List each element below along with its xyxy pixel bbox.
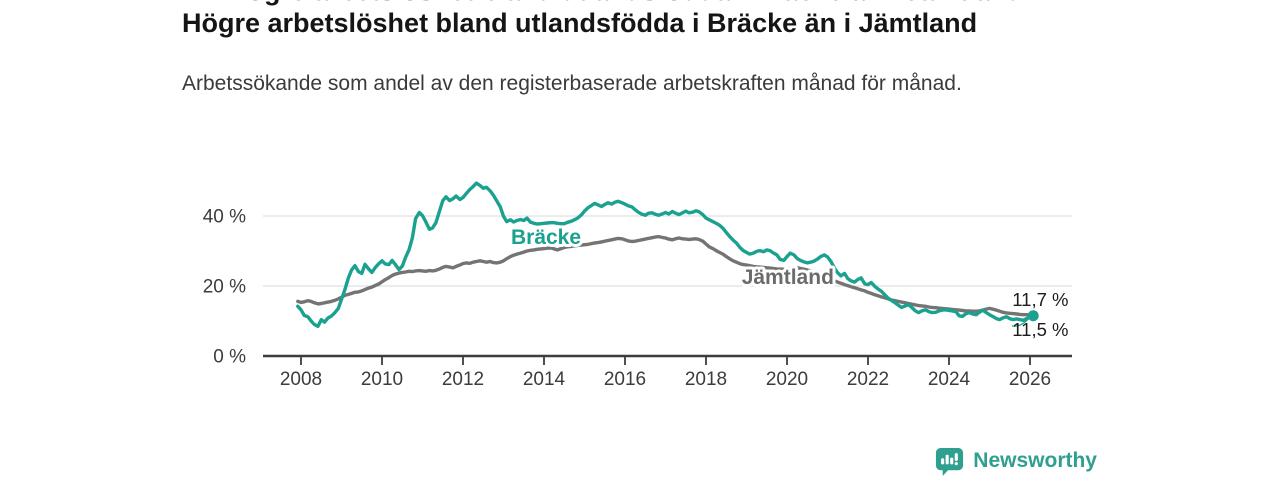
- x-axis-tick-label: 2018: [685, 369, 727, 390]
- series-line-jämtland: [296, 234, 1035, 317]
- newsworthy-logo[interactable]: Newsworthy: [934, 444, 1097, 478]
- x-axis-tick-label: 2010: [361, 369, 403, 390]
- x-axis-tick-label: 2014: [523, 369, 566, 390]
- newsworthy-logo-icon: [936, 447, 964, 476]
- latest-value-label-jämtland: 11,7 %: [1012, 289, 1068, 310]
- x-axis-tick-label: 2016: [604, 369, 646, 390]
- x-axis-tick-label: 2026: [1009, 369, 1051, 390]
- x-axis-tick-label: 2020: [766, 369, 808, 390]
- x-axis-tick-label: 2008: [280, 369, 322, 390]
- series-label-jämtland: Jämtland: [742, 266, 834, 289]
- y-axis-tick-label: 40 %: [203, 207, 246, 228]
- series-end-dot-bräcke: [1027, 310, 1039, 322]
- cropped-headline-above: Högre arbetslöshet bland utlandsfödda i …: [228, 0, 1023, 5]
- x-axis-tick-label: 2012: [442, 369, 484, 390]
- x-axis-tick-label: 2022: [847, 369, 889, 390]
- chart-subtitle: Arbetssökande som andel av den registerb…: [182, 72, 962, 95]
- chart-title: Högre arbetslöshet bland utlandsfödda i …: [182, 8, 978, 38]
- y-axis-tick-label: 0 %: [213, 347, 246, 368]
- series-line-bräcke: [296, 181, 1035, 328]
- latest-value-label-bräcke: 11,5 %: [1012, 319, 1068, 340]
- y-axis-tick-label: 20 %: [203, 277, 246, 298]
- x-axis-tick-label: 2024: [928, 369, 971, 390]
- newsworthy-wordmark: Newsworthy: [973, 449, 1097, 472]
- series-label-bräcke: Bräcke: [511, 226, 581, 249]
